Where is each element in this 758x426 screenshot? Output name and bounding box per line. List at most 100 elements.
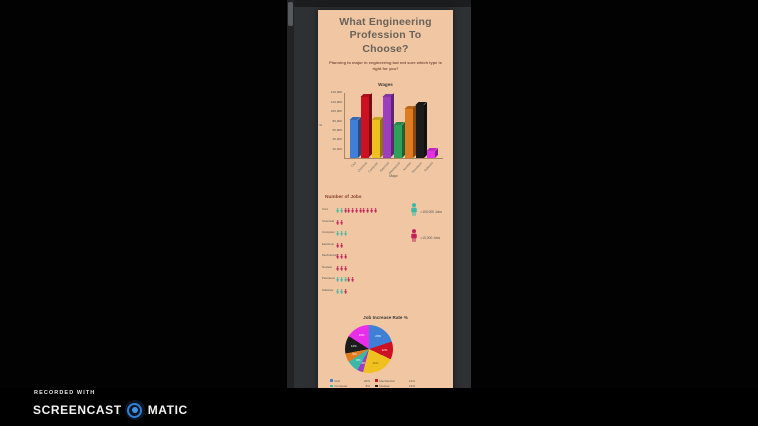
jobs-rows: Civil Chemical Computer Electrical Mechanica… xyxy=(318,204,453,296)
job-row-label: Civil xyxy=(322,207,328,212)
bar-chart-y-tick: 120,000 xyxy=(330,99,342,104)
job-row-label: Electrical xyxy=(322,241,334,246)
person-icon xyxy=(340,235,343,253)
screen-recording-viewport: What Engineering Profession To Choose? P… xyxy=(287,0,471,426)
person-icon xyxy=(336,212,339,230)
bar-chart-y-tick: 100,000 xyxy=(330,109,342,114)
screencast-o-matic-logo-icon xyxy=(124,400,145,420)
job-row-label: Software xyxy=(322,287,334,292)
pie-chart-title: Job Increase Rate % xyxy=(363,314,408,320)
bar-chart-y-tick: 140,000 xyxy=(330,90,342,95)
page-title: What Engineering Profession To Choose? xyxy=(339,16,432,55)
person-icon xyxy=(336,246,339,264)
legend-label: Nuclear xyxy=(379,384,390,389)
bar-chart-y-tick: 20,000 xyxy=(332,146,342,151)
recorded-with-label: RECORDED WITH xyxy=(34,390,96,396)
bar-chart-x-tick: Software xyxy=(423,160,434,173)
job-row-icons xyxy=(336,212,343,230)
person-icon xyxy=(336,223,339,241)
bar-chart-plot-area: $ 140,000 120,000 100,000 80,000 60,000 40,00… xyxy=(319,90,443,175)
jobs-legend-text: =10,000 Jobs xyxy=(420,235,441,240)
pie-slice-label: 22% xyxy=(372,360,379,365)
pie-slice-label: 12% xyxy=(350,343,357,348)
matic-text: MATIC xyxy=(147,403,188,417)
bar-chart-x-axis-label: Major xyxy=(389,173,398,178)
legend-percent: 12% xyxy=(408,384,415,389)
person-icon xyxy=(344,223,347,241)
bar-chart-y-tick: 60,000 xyxy=(332,128,342,133)
bar-electrical xyxy=(383,93,394,158)
job-row-label: Petroleum xyxy=(322,276,336,281)
bar-chart-x-ticks: Civil Chemical Computer Electrical Mechanica… xyxy=(344,159,443,175)
job-row-petroleum: Petroleum xyxy=(318,273,453,285)
jobs-legend-small-unit: =10,000 Jobs xyxy=(410,228,442,247)
bar-chart-y-axis-label: $ xyxy=(318,123,323,126)
person-icon xyxy=(336,269,339,287)
legend-color-marker xyxy=(375,384,378,388)
job-row-software: Software xyxy=(318,284,453,296)
legend-color-marker xyxy=(375,379,378,383)
jobs-pictogram-section: Number of Jobs Civil Chemical Computer Elec… xyxy=(318,195,453,296)
scrollbar-track[interactable] xyxy=(287,0,294,426)
bar-chart-x-tick: Computer xyxy=(367,160,379,174)
bar-petroleum xyxy=(416,102,427,158)
person-icon xyxy=(347,269,351,287)
job-row-icons xyxy=(336,200,377,218)
person-icon xyxy=(344,281,347,299)
pie-legend-item: Computer 8% xyxy=(330,384,370,388)
pie-slice-label: 16% xyxy=(358,333,365,338)
legend-percent: 12% xyxy=(408,378,415,383)
person-icon xyxy=(359,200,362,218)
screencast-text: SCREENCAST xyxy=(33,403,122,417)
bar-chart-x-tick: Petroleum xyxy=(410,160,423,174)
job-row-label: Mechanical xyxy=(322,253,337,258)
job-row-icons xyxy=(336,258,347,276)
person-icon xyxy=(336,258,339,276)
person-icon xyxy=(362,200,366,218)
pie-slice-label: 6% xyxy=(352,352,357,357)
logo-dot xyxy=(131,407,138,413)
bar-chart-bars xyxy=(344,92,443,159)
legend-percent: 8% xyxy=(365,384,370,389)
bar-side-face xyxy=(435,148,438,158)
job-row-computer: Computer xyxy=(318,227,453,239)
bar-computer xyxy=(372,117,383,158)
scrollbar-thumb[interactable] xyxy=(288,2,293,26)
pie-slice-label: 4% xyxy=(361,361,366,366)
watermark-band: RECORDED WITH SCREENCAST MATIC xyxy=(0,388,758,426)
pie-slice-label: 20% xyxy=(375,334,382,339)
person-icon xyxy=(344,258,347,276)
person-icon xyxy=(336,200,339,218)
bar-software xyxy=(427,148,438,158)
person-icon xyxy=(410,202,418,221)
person-icon xyxy=(340,200,343,218)
person-icon xyxy=(351,200,354,218)
job-row-label: Computer xyxy=(322,230,335,235)
person-icon xyxy=(347,200,351,218)
person-icon xyxy=(344,200,347,218)
bar-chemical xyxy=(361,93,372,158)
person-icon xyxy=(340,281,343,299)
bar-chart-y-tick: 40,000 xyxy=(332,137,342,142)
job-row-icons xyxy=(336,281,347,299)
job-row-chemical: Chemical xyxy=(318,215,453,227)
page-subtitle: Planning to major in engineering but not… xyxy=(329,60,442,71)
jobs-legend: =100,000 Jobs =10,000 Jobs xyxy=(410,202,442,247)
infographic-page: What Engineering Profession To Choose? P… xyxy=(318,10,453,426)
legend-color-marker xyxy=(330,384,333,388)
bar-chart-x-tick: Civil xyxy=(350,160,357,168)
jobs-legend-large-unit: =100,000 Jobs xyxy=(410,202,442,221)
person-icon xyxy=(340,258,343,276)
viewport-top-edge xyxy=(294,0,471,7)
pie-chart: 20% 12% 22% 4% 8% 6% 12% 16% xyxy=(345,324,393,373)
person-icon xyxy=(340,212,343,230)
job-row-label: Chemical xyxy=(322,218,335,223)
job-row-electrical: Electrical xyxy=(318,238,453,250)
job-row-icons xyxy=(336,223,347,241)
jobs-section-title: Number of Jobs xyxy=(325,194,362,200)
person-icon xyxy=(351,269,354,287)
person-icon xyxy=(410,228,418,247)
pie-legend-item: Nuclear 12% xyxy=(375,384,415,388)
wages-bar-chart: Wages $ 140,000 120,000 100,000 80,000 60,00… xyxy=(318,82,453,178)
